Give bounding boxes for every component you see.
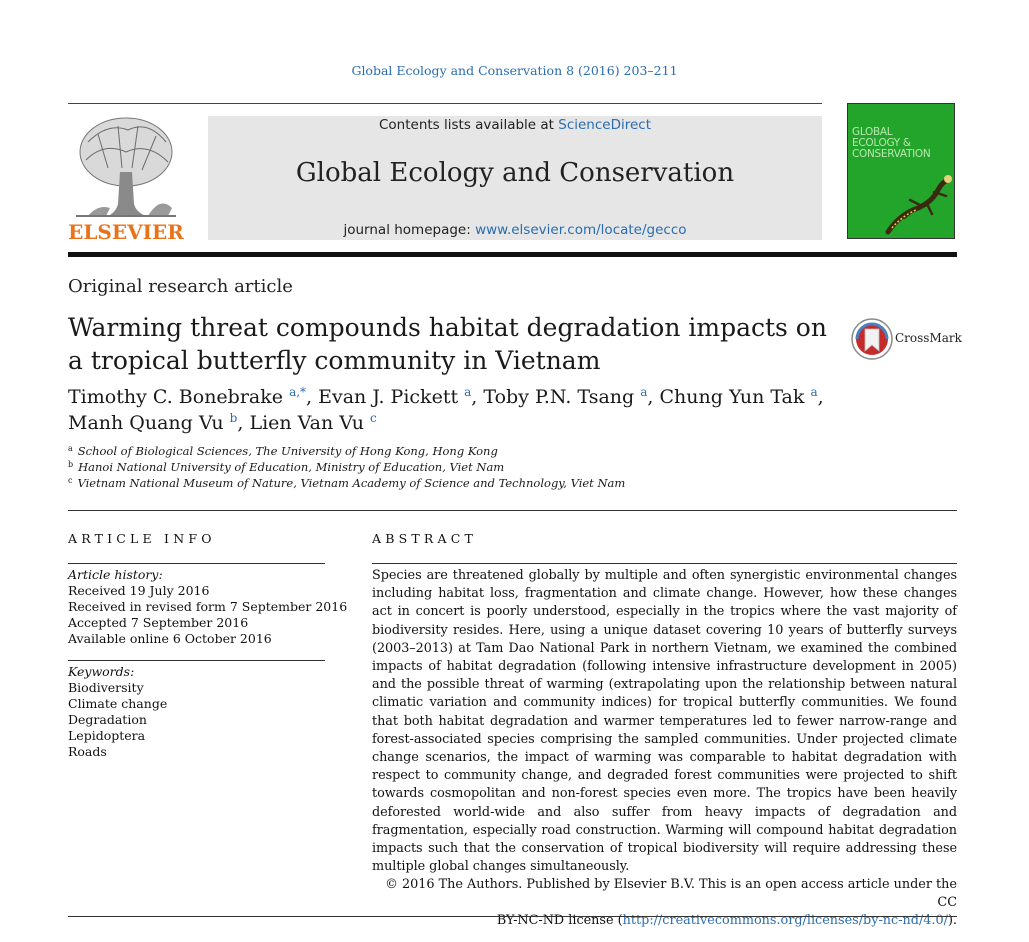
divider <box>68 103 822 104</box>
author-name[interactable]: Timothy C. Bonebrake <box>68 386 284 408</box>
elsevier-wordmark[interactable]: ELSEVIER <box>68 220 184 244</box>
author-affiliation-marker[interactable]: a <box>810 385 818 399</box>
abstract-heading: ABSTRACT <box>372 531 478 546</box>
keyword[interactable]: Lepidoptera <box>68 728 146 743</box>
affiliation-text: School of Biological Sciences, The Unive… <box>77 444 498 458</box>
author-name[interactable]: Toby P.N. Tsang <box>483 386 635 408</box>
affiliation-label: a <box>68 444 73 453</box>
sciencedirect-link[interactable]: ScienceDirect <box>558 117 652 133</box>
author-affiliation-marker[interactable]: c <box>370 411 377 425</box>
journal-cover[interactable] <box>847 103 955 239</box>
journal-masthead <box>208 116 822 240</box>
license-line: BY-NC-ND license (http://creativecommons… <box>372 912 957 930</box>
license-statement: © 2016 The Authors. Published by Elsevie… <box>372 876 957 931</box>
affiliation-text: Hanoi National University of Education, … <box>78 460 505 474</box>
keywords-label: Keywords: <box>68 664 135 679</box>
author-affiliation-marker[interactable]: a <box>464 385 472 399</box>
license-suffix: ). <box>947 913 957 929</box>
keyword[interactable]: Degradation <box>68 712 147 727</box>
contents-line: Contents lists available at ScienceDirec… <box>208 117 822 133</box>
divider <box>68 916 957 917</box>
author-separator: , <box>647 386 660 408</box>
homepage-line: journal homepage: www.elsevier.com/locat… <box>208 222 822 238</box>
author-separator: , <box>817 386 824 408</box>
affiliation-text: Vietnam National Museum of Nature, Vietn… <box>77 476 626 490</box>
article-type: Original research article <box>68 276 293 297</box>
article-title: Warming threat compounds habitat degrada… <box>68 313 827 375</box>
homepage-prefix: journal homepage: <box>343 222 476 238</box>
abstract-text: Species are threatened globally by multi… <box>372 568 957 875</box>
contents-prefix: Contents lists available at <box>378 117 559 133</box>
history-item: Received 19 July 2016 <box>68 583 210 598</box>
affiliation: b Hanoi National University of Education,… <box>68 460 504 474</box>
history-item: Available online 6 October 2016 <box>68 631 272 646</box>
author-affiliation-marker[interactable]: b <box>229 411 238 425</box>
author-separator: , <box>306 386 319 408</box>
affiliation: a School of Biological Sciences, The Univ… <box>68 444 498 458</box>
article-info-heading: ARTICLE INFO <box>68 531 216 546</box>
cover-title-line: ECOLOGY & <box>852 137 911 149</box>
header-thick-rule <box>68 252 957 257</box>
author-list: Timothy C. Bonebrake a,*, Evan J. Picket… <box>68 384 898 436</box>
keyword[interactable]: Roads <box>68 744 107 759</box>
author-name[interactable]: Chung Yun Tak <box>659 386 805 408</box>
keyword[interactable]: Climate change <box>68 696 168 711</box>
journal-citation[interactable]: Global Ecology and Conservation 8 (2016)… <box>351 63 678 78</box>
cover-title: GLOBAL ECOLOGY & CONSERVATION <box>852 127 956 160</box>
crossmark-label[interactable]: CrossMark <box>895 331 962 345</box>
gecko-icon <box>848 104 954 238</box>
history-item: Accepted 7 September 2016 <box>68 615 249 630</box>
author-name[interactable]: Manh Quang Vu <box>68 412 224 434</box>
affiliation: c Vietnam National Museum of Nature, Viet… <box>68 476 625 490</box>
license-link[interactable]: http://creativecommons.org/licenses/by-n… <box>622 913 948 929</box>
author-separator: , <box>237 412 250 434</box>
cover-title-line: GLOBAL <box>852 126 893 138</box>
author-affiliation-marker[interactable]: a <box>640 385 648 399</box>
history-label: Article history: <box>68 567 163 582</box>
divider <box>372 563 957 564</box>
cover-title-line: CONSERVATION <box>852 148 931 160</box>
journal-homepage-link[interactable]: www.elsevier.com/locate/gecco <box>475 222 687 238</box>
author-name[interactable]: Lien Van Vu <box>249 412 364 434</box>
license-prefix: BY-NC-ND license ( <box>496 913 623 929</box>
license-line: © 2016 The Authors. Published by Elsevie… <box>385 877 957 911</box>
journal-name: Global Ecology and Conservation <box>295 158 735 188</box>
divider <box>68 563 325 564</box>
crossmark-icon[interactable] <box>851 318 893 360</box>
author-separator: , <box>471 386 484 408</box>
divider <box>68 660 325 661</box>
tree-logo-icon <box>76 117 176 217</box>
author-affiliation-marker[interactable]: a,* <box>289 385 307 399</box>
divider <box>68 510 957 511</box>
author-name[interactable]: Evan J. Pickett <box>318 386 459 408</box>
affiliation-label: b <box>68 460 74 469</box>
keyword[interactable]: Biodiversity <box>68 680 144 695</box>
history-item: Received in revised form 7 September 201… <box>68 599 348 614</box>
affiliation-label: c <box>68 476 73 485</box>
